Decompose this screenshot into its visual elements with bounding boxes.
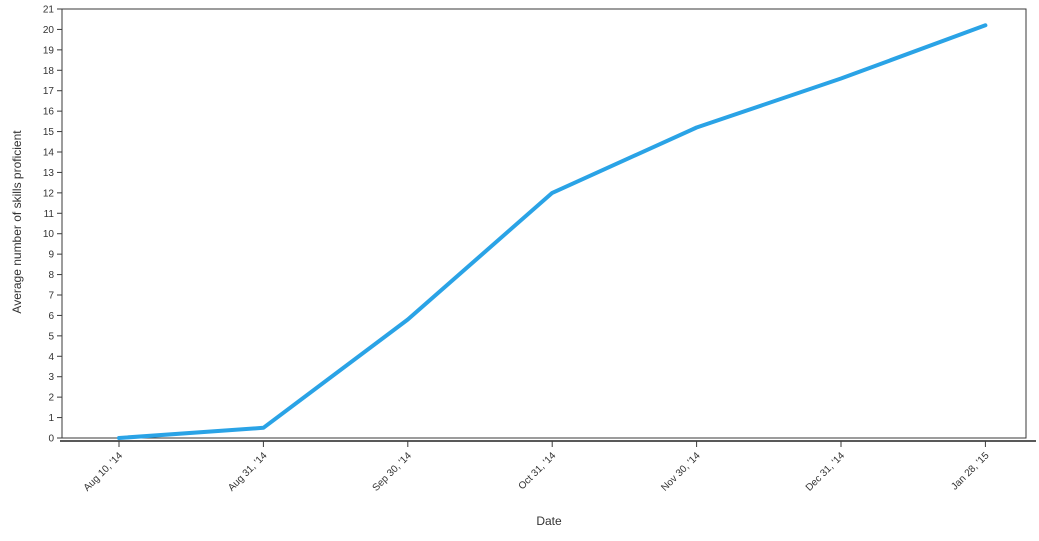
data-point bbox=[406, 318, 410, 322]
y-tick-label: 14 bbox=[43, 148, 55, 159]
y-tick-label: 7 bbox=[48, 291, 54, 302]
y-tick-label: 16 bbox=[43, 107, 55, 118]
y-tick-label: 11 bbox=[44, 209, 55, 220]
x-axis-title: Date bbox=[536, 514, 562, 528]
x-tick-label: Sep 30, '14 bbox=[371, 450, 415, 494]
y-tick-label: 2 bbox=[48, 393, 54, 404]
y-tick-label: 13 bbox=[43, 168, 55, 179]
y-axis-title: Average number of skills proficient bbox=[10, 130, 24, 314]
y-tick-label: 5 bbox=[48, 331, 54, 342]
y-tick-label: 8 bbox=[48, 270, 54, 281]
x-tick-label: Aug 31, '14 bbox=[226, 450, 270, 494]
y-tick-label: 1 bbox=[48, 413, 54, 424]
data-point bbox=[261, 426, 265, 430]
y-tick-label: 6 bbox=[48, 311, 54, 322]
y-tick-label: 20 bbox=[43, 25, 55, 36]
data-point bbox=[550, 191, 554, 195]
series-line bbox=[117, 23, 988, 440]
y-tick-label: 19 bbox=[43, 45, 55, 56]
y-tick-label: 10 bbox=[43, 229, 55, 240]
y-tick-label: 17 bbox=[43, 86, 55, 97]
x-tick-label: Dec 31, '14 bbox=[804, 450, 848, 494]
y-tick-label: 12 bbox=[43, 188, 55, 199]
x-tick-label: Oct 31, '14 bbox=[517, 450, 559, 492]
x-tick-label: Jan 28, '15 bbox=[949, 450, 991, 492]
data-point bbox=[839, 76, 843, 80]
y-tick-label: 18 bbox=[43, 66, 55, 77]
y-tick-label: 4 bbox=[48, 352, 54, 363]
data-point bbox=[117, 436, 121, 440]
y-tick-label: 3 bbox=[48, 372, 54, 383]
plot-frame bbox=[61, 8, 1027, 439]
y-tick-label: 9 bbox=[48, 250, 54, 261]
x-tick-label: Nov 30, '14 bbox=[659, 450, 703, 494]
data-point bbox=[695, 125, 699, 129]
data-point bbox=[983, 23, 987, 27]
y-tick-label: 21 bbox=[43, 5, 55, 16]
y-tick-label: 0 bbox=[48, 434, 54, 445]
x-tick-label: Aug 10, '14 bbox=[82, 450, 126, 494]
y-tick-label: 15 bbox=[43, 127, 55, 138]
